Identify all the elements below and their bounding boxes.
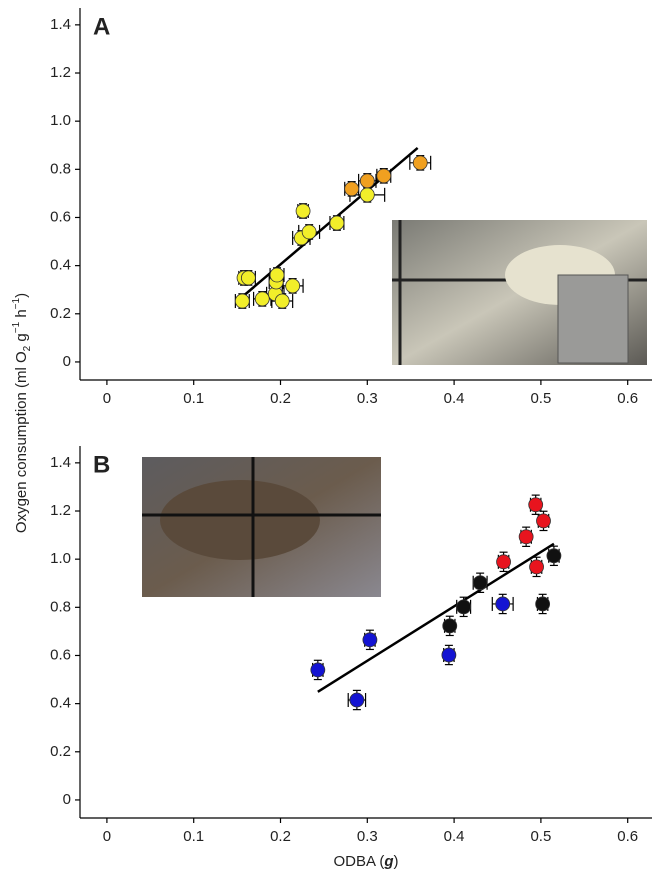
x-tick-label: 0.3 (357, 390, 378, 407)
fit-line (317, 542, 555, 693)
y-tick-label: 0.2 (50, 305, 71, 322)
data-point (442, 618, 458, 634)
x-axis-title: ODBA (g) (333, 853, 398, 870)
data-point (518, 529, 534, 545)
data-point (269, 267, 285, 283)
data-point (495, 596, 511, 612)
y-tick-label: 1.2 (50, 64, 71, 81)
label-part: 2 (22, 345, 33, 351)
x-tick-label: 0.1 (183, 390, 204, 407)
y-tick-label: 1.2 (50, 502, 71, 519)
label-part: h (13, 309, 30, 322)
data-point (535, 596, 551, 612)
data-point (301, 224, 317, 240)
x-tick-label: 0.4 (444, 828, 465, 845)
label-part: ODBA ( (333, 853, 384, 870)
data-point (456, 599, 472, 615)
x-tick-label: 0 (103, 390, 111, 407)
data-point (528, 497, 544, 513)
data-point (344, 181, 360, 197)
data-point (376, 168, 392, 184)
x-tick-label: 0.4 (444, 390, 465, 407)
data-point (412, 155, 428, 171)
y-tick-label: 0.4 (50, 257, 71, 274)
fit-line (235, 146, 419, 303)
x-tick-label: 0.3 (357, 828, 378, 845)
y-tick-label: 0 (63, 791, 71, 808)
panel-label: B (93, 451, 110, 478)
y-tick-label: 0.2 (50, 743, 71, 760)
data-point (329, 215, 345, 231)
y-tick-label: 0.6 (50, 208, 71, 225)
y-tick-label: 0.8 (50, 598, 71, 615)
y-tick-label: 1.4 (50, 454, 71, 471)
data-point (362, 632, 378, 648)
y-axis-title: Oxygen consumption (ml O2 g−1 h−1) (11, 293, 33, 533)
y-tick-label: 1.0 (50, 550, 71, 567)
data-point (310, 662, 326, 678)
data-point (254, 291, 270, 307)
data-point (295, 203, 311, 219)
y-tick-label: 0 (63, 353, 71, 370)
data-point (441, 647, 457, 663)
data-point (240, 270, 256, 286)
panel-label: A (93, 13, 110, 40)
data-point (472, 575, 488, 591)
label-part: −1 (11, 321, 22, 333)
x-tick-label: 0.6 (617, 390, 638, 407)
x-tick-label: 0.1 (183, 828, 204, 845)
data-point (359, 187, 375, 203)
label-part: Oxygen consumption (ml O (13, 351, 30, 533)
y-tick-label: 1.0 (50, 112, 71, 129)
y-tick-label: 0.6 (50, 646, 71, 663)
data-point (529, 559, 544, 575)
x-tick-label: 0.5 (530, 390, 551, 407)
label-part: ) (13, 293, 30, 298)
data-point (359, 173, 375, 189)
x-tick-label: 0.6 (617, 828, 638, 845)
y-tick-label: 0.8 (50, 160, 71, 177)
photo-grizzly-bear (142, 457, 381, 597)
data-point (536, 513, 551, 529)
y-tick-label: 0.4 (50, 695, 71, 712)
data-point (496, 554, 511, 570)
photo-polar-bear (392, 220, 647, 365)
x-tick-label: 0 (103, 828, 111, 845)
y-tick-label: 1.4 (50, 16, 71, 33)
label-part: ) (394, 853, 399, 870)
label-part: −1 (11, 297, 22, 309)
data-point (234, 293, 250, 309)
data-point (349, 692, 365, 708)
label-part: g (13, 333, 30, 346)
x-tick-label: 0.2 (270, 390, 291, 407)
data-point (285, 278, 301, 294)
x-tick-label: 0.5 (530, 828, 551, 845)
data-point (546, 548, 562, 564)
label-part: g (383, 853, 393, 870)
data-point (274, 293, 290, 309)
x-tick-label: 0.2 (270, 828, 291, 845)
